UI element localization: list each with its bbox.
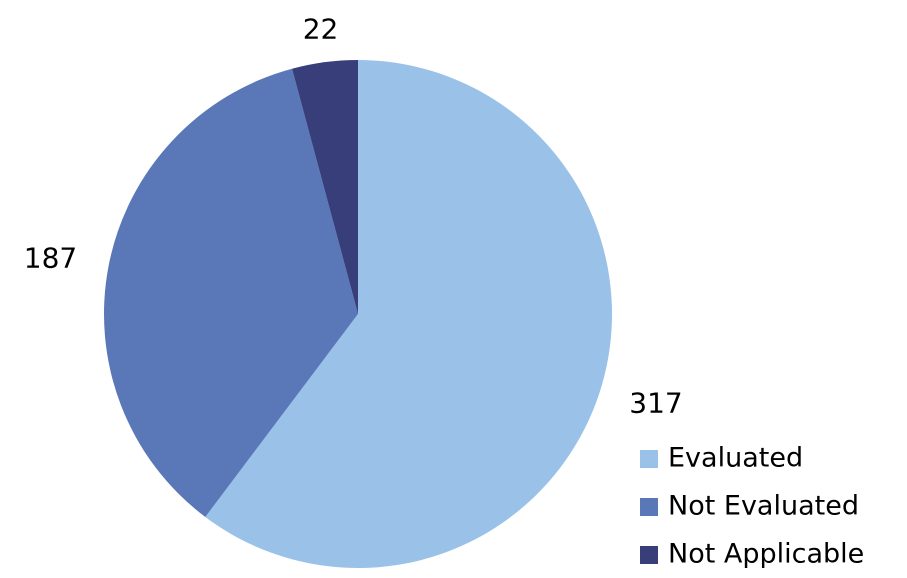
legend-swatch [640, 450, 658, 468]
pie-slice [292, 60, 358, 314]
legend-label: Not Evaluated [668, 491, 859, 522]
data-label: 317 [629, 387, 682, 420]
legend-label: Not Applicable [668, 539, 864, 570]
legend-swatch [640, 546, 658, 564]
data-label: 187 [24, 242, 77, 275]
data-label: 22 [303, 12, 339, 45]
legend-swatch [640, 498, 658, 516]
legend-label: Evaluated [668, 443, 803, 474]
pie-slice [103, 68, 358, 517]
pie-slice [205, 60, 612, 568]
